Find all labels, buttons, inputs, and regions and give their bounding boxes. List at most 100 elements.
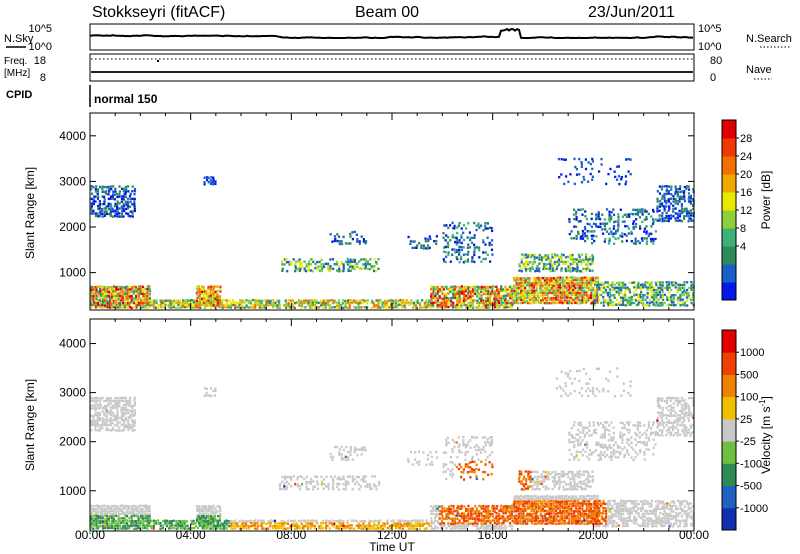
scatter-cell (543, 262, 546, 266)
scatter-cell (418, 524, 422, 527)
scatter-cell (353, 450, 356, 454)
scatter-cell (533, 519, 536, 523)
scatter-cell (92, 527, 95, 530)
scatter-cell (110, 524, 113, 527)
scatter-cell (410, 519, 413, 523)
scatter-cell (473, 234, 476, 237)
scatter-cell (358, 448, 361, 451)
scatter-cell (336, 239, 339, 243)
scatter-cell (436, 297, 439, 300)
scatter-cell (377, 258, 380, 261)
scatter-cell (126, 292, 129, 295)
scatter-cell (96, 190, 100, 193)
scatter-cell (561, 515, 564, 518)
scatter-cell (583, 298, 586, 302)
scatter-cell (445, 517, 448, 521)
scatter-cell (567, 514, 570, 517)
scatter-cell (127, 202, 130, 205)
scatter-cell (547, 256, 550, 259)
scatter-cell (603, 240, 606, 243)
scatter-cell (137, 301, 140, 305)
scatter-cell (660, 188, 664, 191)
scatter-cell (645, 242, 648, 246)
scatter-cell (473, 236, 476, 239)
scatter-cell (442, 288, 446, 291)
scatter-cell (648, 304, 651, 307)
scatter-cell (142, 524, 145, 527)
scatter-cell (146, 292, 149, 295)
scatter-cell (557, 504, 560, 508)
scatter-cell (140, 514, 143, 518)
scatter-cell (150, 526, 153, 530)
scatter-cell (496, 289, 499, 293)
scatter-cell (563, 522, 566, 525)
scatter-cell (336, 445, 339, 449)
scatter-cell (593, 291, 596, 294)
scatter-cell (364, 475, 367, 478)
scatter-cell (539, 507, 542, 510)
scatter-cell (438, 287, 441, 291)
scatter-cell (666, 288, 669, 291)
scatter-cell (466, 463, 469, 466)
scatter-cell (502, 520, 505, 523)
scatter-cell (239, 527, 242, 530)
scatter-cell (296, 524, 299, 528)
scatter-cell (355, 306, 358, 309)
scatter-cell (466, 260, 470, 263)
scatter-cell (443, 517, 446, 520)
scatter-cell (298, 304, 301, 307)
scatter-cell (590, 217, 593, 220)
scatter-cell (232, 299, 235, 302)
scatter-cell (561, 284, 565, 287)
scatter-cell (101, 406, 104, 409)
scatter-cell (577, 220, 580, 223)
scatter-cell (497, 299, 500, 303)
scatter-cell (110, 302, 113, 305)
scatter-cell (491, 515, 494, 518)
scatter-cell (604, 285, 607, 289)
scatter-cell (658, 185, 661, 188)
scatter-cell (452, 296, 455, 300)
scatter-cell (484, 287, 488, 290)
scatter-cell (109, 417, 112, 420)
scatter-cell (421, 299, 424, 302)
scatter-cell (124, 200, 127, 203)
scatter-cell (149, 290, 152, 293)
scatter-cell (491, 512, 494, 516)
scatter-cell (117, 505, 120, 508)
scatter-cell (570, 230, 573, 233)
scatter-cell (148, 519, 152, 522)
scatter-cell (617, 237, 620, 240)
scatter-cell (127, 190, 130, 193)
scatter-cell (456, 306, 459, 309)
scatter-cell (566, 278, 569, 282)
scatter-cell (113, 416, 117, 419)
scatter-cell (375, 261, 378, 264)
scatter-cell (304, 522, 308, 525)
scatter-cell (482, 517, 486, 520)
scatter-cell (430, 460, 434, 464)
scatter-cell (670, 283, 673, 287)
scatter-cell (458, 245, 461, 249)
scatter-cell (594, 223, 597, 226)
scatter-cell (90, 527, 93, 530)
scatter-cell (110, 526, 114, 530)
scatter-cell (305, 480, 308, 484)
scatter-cell (557, 289, 560, 292)
scatter-cell (109, 207, 112, 211)
scatter-cell (574, 258, 577, 261)
scatter-cell (576, 522, 579, 525)
scatter-cell (92, 294, 95, 298)
scatter-cell (645, 210, 648, 213)
scatter-cell (564, 500, 567, 503)
scatter-cell (203, 394, 206, 397)
scatter-cell (119, 306, 122, 309)
scatter-cell (133, 193, 136, 196)
scatter-cell (144, 520, 147, 523)
scatter-cell (535, 289, 538, 292)
scatter-cell (456, 285, 459, 289)
scatter-cell (496, 522, 499, 525)
scatter-cell (552, 504, 556, 508)
scatter-cell (96, 519, 100, 522)
scatter-cell (469, 292, 472, 295)
